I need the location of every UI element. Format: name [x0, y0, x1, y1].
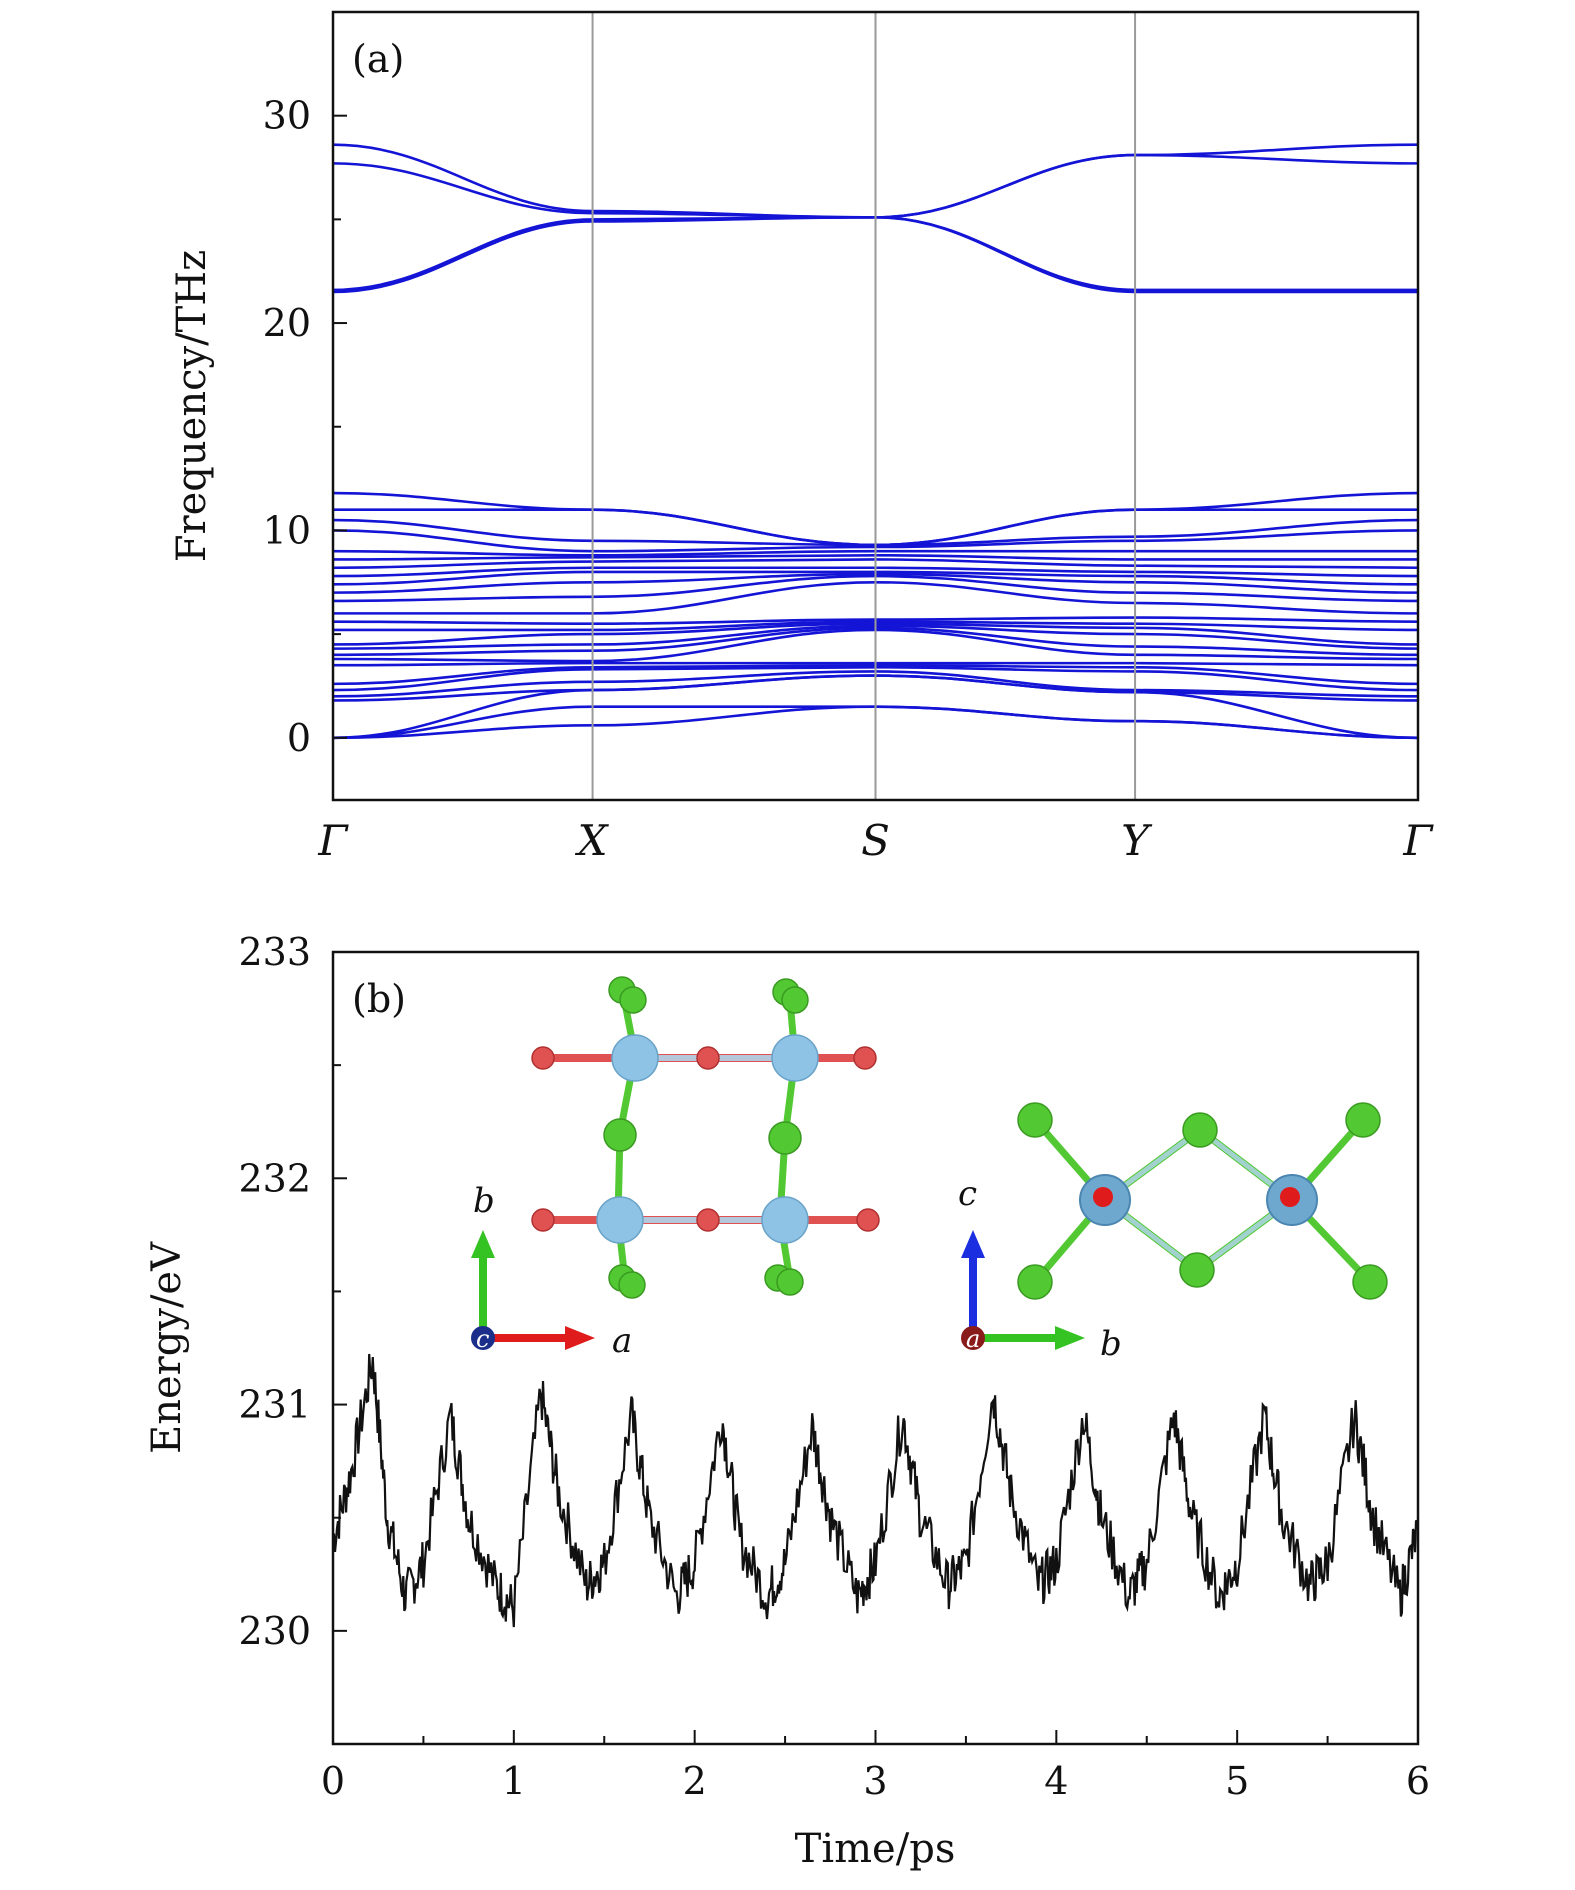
energy-series-line	[331, 1353, 1420, 1628]
y-tick-label: 231	[238, 1383, 311, 1427]
axis-letter-a-left: a	[612, 1321, 632, 1361]
y-axis-title-b: Energy/eV	[144, 1241, 190, 1454]
axis-letter-c-right: c	[958, 1174, 977, 1214]
kpoint-separators	[591, 12, 1137, 800]
plot-frame-a	[331, 10, 1420, 802]
y-tick-label: 10	[263, 508, 311, 552]
plot-frame-b	[331, 950, 1420, 1746]
x-tick-label: 4	[1044, 1759, 1068, 1803]
panel-label-a: (a)	[352, 37, 404, 81]
x-tick-label: 2	[683, 1759, 707, 1803]
x-tick-label: 3	[863, 1759, 887, 1803]
y-ticks-b: 230 231 232 233	[238, 930, 347, 1745]
axis-letter-c-origin: c	[476, 1325, 489, 1353]
y-tick-label: 232	[238, 1156, 311, 1200]
x-tick-label: 0	[321, 1759, 345, 1803]
axis-letter-b-right: b	[1100, 1324, 1122, 1364]
kpoint-label: Γ	[1402, 816, 1434, 865]
kpoint-label: S	[861, 816, 890, 865]
x-tick-label: 6	[1406, 1759, 1430, 1803]
y-tick-label: 233	[238, 930, 311, 974]
x-axis-title-b: Time/ps	[795, 1826, 956, 1872]
axis-letter-a-origin: a	[966, 1325, 980, 1353]
axes-indicator-right: c b a	[958, 1174, 1122, 1364]
y-tick-label: 230	[238, 1609, 311, 1653]
panel-a: 0 10 20 30 Γ X S Y Γ (a) Frequency/THz	[169, 10, 1434, 865]
y-tick-label: 0	[287, 716, 311, 760]
y-tick-label: 20	[263, 301, 311, 345]
y-ticks-a: 0 10 20 30	[263, 94, 347, 760]
x-tick-label: 1	[502, 1759, 526, 1803]
axis-letter-b-left: b	[473, 1181, 495, 1221]
crystal-structure-ab-view	[531, 976, 880, 1299]
y-tick-label: 30	[263, 94, 311, 138]
panel-b: 230 231 232 233 0 1 2 3 4 5 6 (b) Time/ps Energy/…	[144, 930, 1430, 1872]
x-tick-label: 5	[1225, 1759, 1249, 1803]
kpoint-label: Y	[1121, 816, 1153, 865]
kpoint-label: X	[575, 816, 610, 865]
kpoint-label: Γ	[317, 816, 349, 865]
panel-label-b: (b)	[352, 977, 406, 1021]
crystal-structure-bc-view	[1017, 1102, 1388, 1300]
axes-indicator-left: b a c	[471, 1181, 632, 1361]
y-axis-title-a: Frequency/THz	[169, 250, 215, 562]
x-ticks-b: 0 1 2 3 4 5 6	[321, 1730, 1430, 1803]
